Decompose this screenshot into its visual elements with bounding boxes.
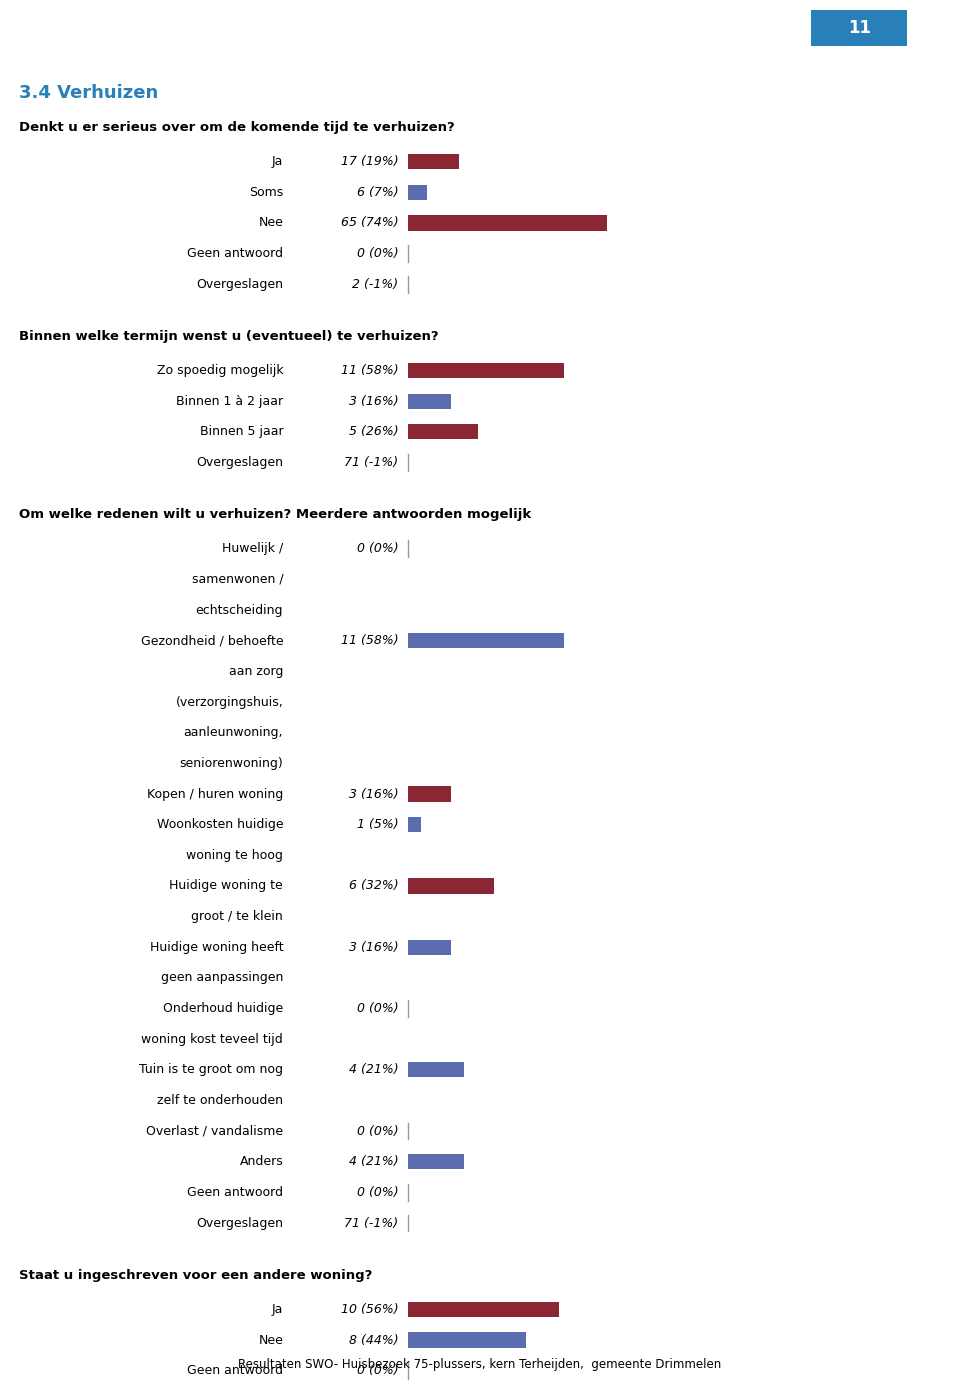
Text: Overgeslagen: Overgeslagen [196,1216,283,1230]
FancyBboxPatch shape [408,394,451,410]
Text: 3.4 Verhuizen: 3.4 Verhuizen [19,84,158,102]
FancyBboxPatch shape [408,184,427,199]
Text: 71 (-1%): 71 (-1%) [345,456,398,469]
Text: samenwonen /: samenwonen / [192,573,283,586]
Text: 6 (7%): 6 (7%) [357,185,398,199]
FancyBboxPatch shape [408,364,564,378]
Text: Binnen welke termijn wenst u (eventueel) te verhuizen?: Binnen welke termijn wenst u (eventueel)… [19,330,439,343]
Text: 11 (58%): 11 (58%) [341,634,398,648]
Text: 0 (0%): 0 (0%) [357,1124,398,1138]
FancyBboxPatch shape [408,879,494,894]
Text: Staat u ingeschreven voor een andere woning?: Staat u ingeschreven voor een andere won… [19,1269,372,1282]
Text: zelf te onderhouden: zelf te onderhouden [157,1094,283,1107]
Text: (verzorgingshuis,: (verzorgingshuis, [176,695,283,709]
Text: 1 (5%): 1 (5%) [357,818,398,832]
Text: Anders: Anders [239,1155,283,1169]
Text: Nee: Nee [258,1333,283,1347]
Text: 17 (19%): 17 (19%) [341,155,398,169]
Text: Geen antwoord: Geen antwoord [187,1364,283,1378]
Text: Onderhoud huidige: Onderhoud huidige [163,1002,283,1015]
Text: 2 (-1%): 2 (-1%) [352,277,398,291]
FancyBboxPatch shape [811,10,907,46]
Text: Nee: Nee [258,216,283,230]
Text: 11: 11 [848,20,871,36]
Text: Woonkosten huidige: Woonkosten huidige [156,818,283,832]
FancyBboxPatch shape [408,425,478,440]
Text: 0 (0%): 0 (0%) [357,1364,398,1378]
Text: Geen antwoord: Geen antwoord [187,1185,283,1199]
Text: 3 (16%): 3 (16%) [348,940,398,954]
FancyBboxPatch shape [408,1302,559,1318]
Text: 0 (0%): 0 (0%) [357,1002,398,1015]
FancyBboxPatch shape [408,153,459,169]
Text: 3 (16%): 3 (16%) [348,787,398,801]
Text: 11 (58%): 11 (58%) [341,364,398,378]
Text: Denkt u er serieus over om de komende tijd te verhuizen?: Denkt u er serieus over om de komende ti… [19,121,455,134]
Text: 0 (0%): 0 (0%) [357,542,398,556]
FancyBboxPatch shape [408,634,564,649]
Text: 3 (16%): 3 (16%) [348,394,398,408]
Text: Binnen 1 à 2 jaar: Binnen 1 à 2 jaar [176,394,283,408]
FancyBboxPatch shape [408,818,421,833]
Text: 10 (56%): 10 (56%) [341,1302,398,1316]
Text: Huidige woning te: Huidige woning te [170,879,283,893]
Text: 0 (0%): 0 (0%) [357,1185,398,1199]
Text: aanleunwoning,: aanleunwoning, [183,726,283,740]
Text: 0 (0%): 0 (0%) [357,247,398,260]
FancyBboxPatch shape [408,1063,465,1078]
Text: 8 (44%): 8 (44%) [348,1333,398,1347]
FancyBboxPatch shape [408,1333,526,1348]
Text: 5 (26%): 5 (26%) [348,425,398,439]
Text: 65 (74%): 65 (74%) [341,216,398,230]
Text: Tuin is te groot om nog: Tuin is te groot om nog [139,1063,283,1077]
Text: 6 (32%): 6 (32%) [348,879,398,893]
FancyBboxPatch shape [408,1155,465,1170]
Text: groot / te klein: groot / te klein [191,910,283,924]
Text: Resultaten SWO- Huisbezoek 75-plussers, kern Terheijden,  gemeente Drimmelen: Resultaten SWO- Huisbezoek 75-plussers, … [238,1358,722,1371]
Text: seniorenwoning): seniorenwoning) [180,756,283,770]
FancyBboxPatch shape [408,787,451,802]
Text: 4 (21%): 4 (21%) [348,1155,398,1169]
Text: Overgeslagen: Overgeslagen [196,277,283,291]
Text: echtscheiding: echtscheiding [196,603,283,617]
Text: Overlast / vandalisme: Overlast / vandalisme [146,1124,283,1138]
Text: 71 (-1%): 71 (-1%) [345,1216,398,1230]
Text: Gezondheid / behoefte: Gezondheid / behoefte [140,634,283,648]
Text: Zo spoedig mogelijk: Zo spoedig mogelijk [156,364,283,378]
Text: Om welke redenen wilt u verhuizen? Meerdere antwoorden mogelijk: Om welke redenen wilt u verhuizen? Meerd… [19,508,532,521]
Text: Kopen / huren woning: Kopen / huren woning [147,787,283,801]
Text: geen aanpassingen: geen aanpassingen [161,971,283,985]
Text: Huwelijk /: Huwelijk / [222,542,283,556]
Text: Soms: Soms [249,185,283,199]
Text: Binnen 5 jaar: Binnen 5 jaar [200,425,283,439]
Text: Ja: Ja [272,1302,283,1316]
Text: woning te hoog: woning te hoog [186,848,283,862]
Text: 4 (21%): 4 (21%) [348,1063,398,1077]
FancyBboxPatch shape [408,215,607,230]
Text: Huidige woning heeft: Huidige woning heeft [150,940,283,954]
Text: Ja: Ja [272,155,283,169]
Text: aan zorg: aan zorg [228,664,283,678]
Text: woning kost teveel tijd: woning kost teveel tijd [141,1032,283,1046]
Text: Geen antwoord: Geen antwoord [187,247,283,260]
FancyBboxPatch shape [408,940,451,956]
Text: Overgeslagen: Overgeslagen [196,456,283,469]
